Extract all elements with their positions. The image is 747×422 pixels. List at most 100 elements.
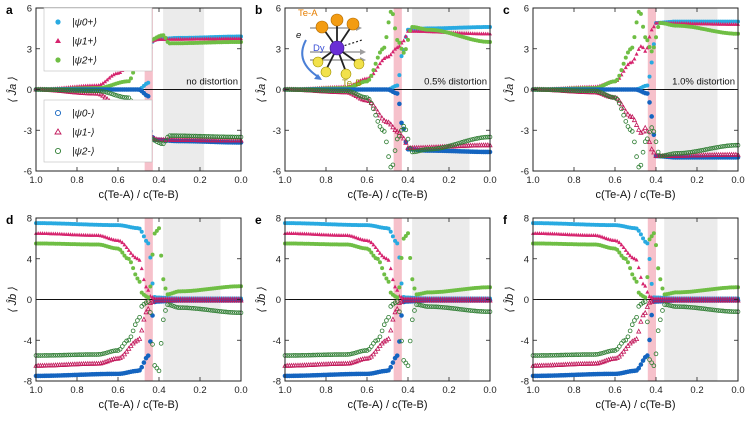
data-point	[120, 94, 125, 100]
data-point	[392, 126, 398, 132]
y-tick-label: -4	[521, 336, 529, 347]
data-point	[431, 146, 437, 152]
data-point	[375, 248, 380, 252]
data-point	[165, 302, 170, 307]
data-point	[457, 140, 463, 146]
x-tick-label: 1.0	[29, 175, 42, 186]
te-b-atom	[353, 58, 365, 70]
data-point	[651, 149, 657, 155]
data-point	[146, 295, 151, 300]
data-point	[328, 352, 333, 357]
legend-box-top	[43, 7, 153, 72]
data-point	[74, 88, 80, 93]
data-point	[146, 241, 151, 246]
data-point	[375, 64, 380, 69]
data-point	[563, 352, 568, 358]
data-point	[681, 304, 687, 310]
data-point	[658, 153, 663, 159]
data-point	[649, 295, 654, 299]
data-point	[619, 341, 624, 346]
data-point	[642, 309, 648, 315]
data-point	[386, 257, 391, 262]
legend-label: |ψ2-⟩	[72, 147, 95, 158]
data-point	[315, 352, 320, 358]
data-point	[399, 54, 404, 59]
data-point	[171, 304, 177, 309]
data-point	[48, 87, 54, 93]
data-point	[107, 90, 112, 96]
data-point	[370, 351, 377, 357]
data-point	[727, 309, 732, 314]
data-point	[87, 88, 93, 94]
data-point	[645, 275, 650, 280]
arrow-head	[360, 49, 366, 55]
x-tick-label: 0.8	[319, 175, 332, 186]
data-point	[388, 229, 393, 234]
data-point	[347, 89, 353, 94]
data-point	[338, 88, 344, 94]
data-point	[623, 108, 629, 114]
data-point	[705, 306, 711, 312]
data-point	[353, 91, 359, 97]
data-point	[696, 148, 702, 154]
data-point	[137, 314, 142, 320]
data-point	[444, 305, 450, 311]
data-point	[319, 88, 324, 93]
data-point	[353, 350, 359, 355]
data-point	[210, 308, 216, 313]
te-b-atom	[320, 66, 332, 78]
data-point	[399, 338, 404, 344]
data-point	[630, 255, 635, 260]
data-point	[429, 304, 435, 309]
data-point	[325, 88, 331, 93]
data-point	[647, 357, 652, 362]
data-point	[176, 133, 181, 139]
data-point	[625, 342, 631, 348]
data-point	[461, 139, 467, 145]
data-point	[371, 242, 376, 247]
data-point	[173, 133, 179, 139]
data-point	[100, 233, 105, 238]
data-point	[560, 87, 566, 93]
data-point	[384, 318, 389, 323]
data-point	[617, 240, 622, 245]
data-point	[727, 143, 732, 148]
data-point	[169, 303, 175, 308]
data-point	[638, 275, 643, 279]
data-point	[107, 349, 112, 355]
data-point	[435, 304, 441, 310]
data-point	[601, 350, 607, 355]
data-point	[645, 38, 650, 43]
data-point	[141, 316, 147, 322]
data-point	[139, 327, 145, 333]
data-point	[68, 88, 73, 93]
data-point	[332, 352, 337, 357]
x-tick-label: 0.0	[731, 385, 744, 396]
data-point	[699, 306, 704, 311]
data-point	[317, 88, 322, 93]
data-point	[395, 295, 400, 300]
data-point	[139, 364, 145, 370]
data-point	[634, 314, 639, 320]
y-axis-label: ⟨ Ĵb ⟩	[6, 286, 19, 312]
x-axis-label: c(Te-A) / c(Te-B)	[347, 399, 427, 411]
data-point	[214, 134, 220, 139]
data-point	[102, 350, 108, 356]
data-point	[425, 147, 430, 152]
data-point	[634, 154, 639, 159]
data-point	[591, 88, 596, 94]
data-point	[705, 146, 711, 152]
data-point	[217, 309, 222, 314]
data-point	[586, 88, 592, 94]
data-point	[621, 245, 626, 250]
data-point	[552, 87, 557, 93]
data-point	[628, 253, 633, 258]
x-tick-label: 0.4	[649, 385, 662, 396]
data-point	[352, 234, 357, 239]
data-point	[647, 337, 652, 343]
data-point	[571, 88, 577, 93]
data-point	[539, 87, 544, 92]
data-point	[399, 295, 404, 299]
data-point	[707, 307, 713, 312]
data-point	[638, 129, 644, 135]
